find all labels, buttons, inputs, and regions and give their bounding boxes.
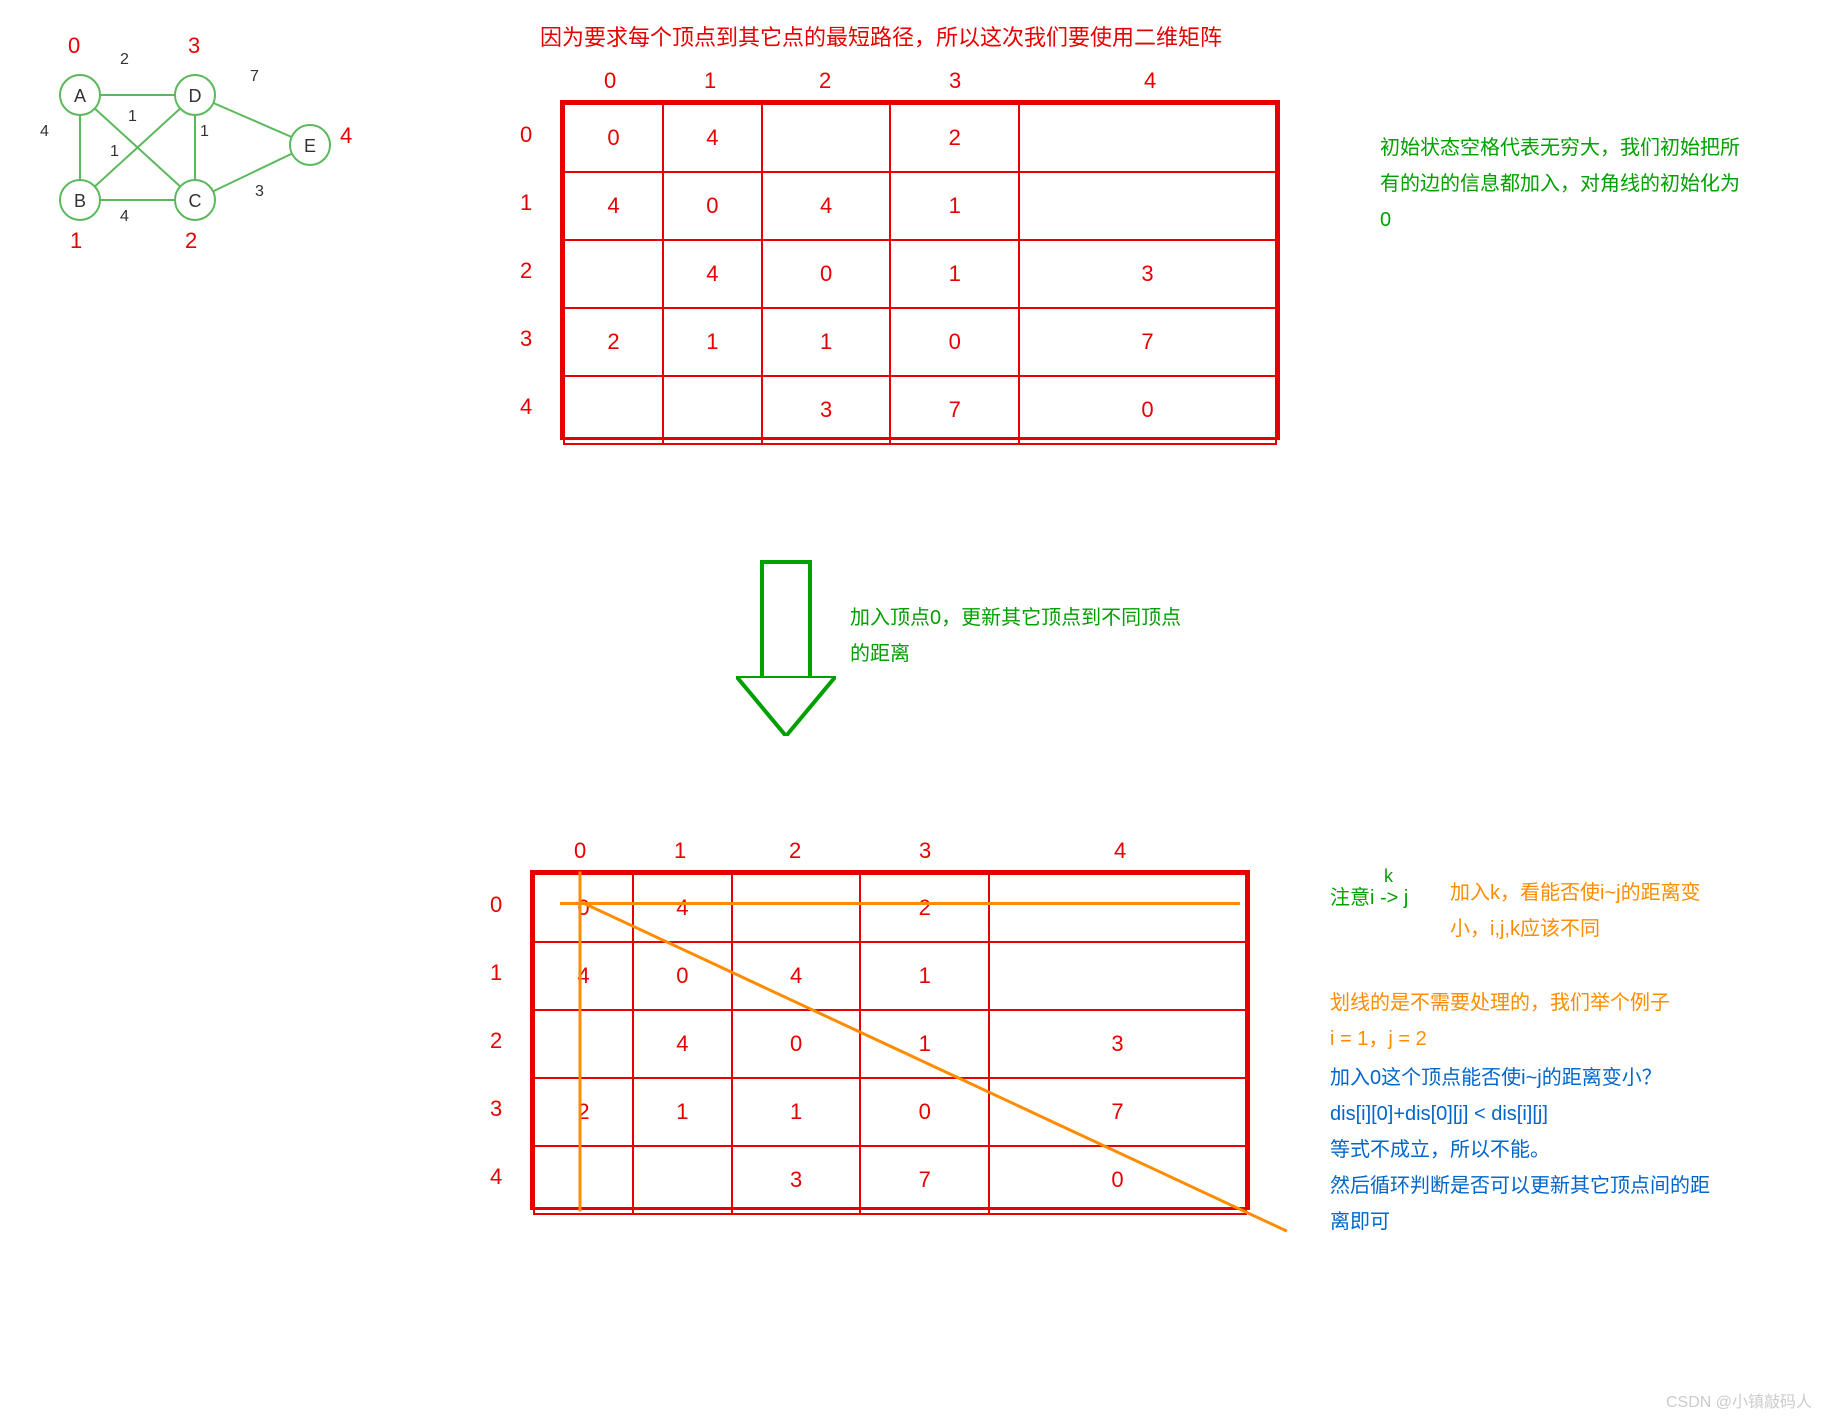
matrix-row-label: 4 <box>520 394 532 420</box>
matrix-cell: 1 <box>762 308 891 376</box>
matrix-cell <box>1019 172 1276 240</box>
matrix-cell: 7 <box>890 376 1019 444</box>
matrix-cell: 4 <box>762 172 891 240</box>
matrix-cell: 1 <box>732 1078 861 1146</box>
matrix-cell <box>663 376 762 444</box>
matrix-cell: 0 <box>1019 376 1276 444</box>
svg-text:0: 0 <box>68 33 80 58</box>
matrix-cell: 4 <box>663 104 762 172</box>
matrix-row-label: 4 <box>490 1164 502 1190</box>
matrix-col-label: 1 <box>704 68 716 94</box>
matrix-row-label: 0 <box>520 122 532 148</box>
svg-text:4: 4 <box>340 123 352 148</box>
matrix-cell: 4 <box>633 1010 732 1078</box>
note-explanation: 加入0这个顶点能否使i~j的距离变小？dis[i][0]+dis[0][j] <… <box>1330 1060 1710 1240</box>
matrix-col-label: 3 <box>919 838 931 864</box>
matrix-row-label: 1 <box>490 960 502 986</box>
matrix-cell: 4 <box>534 942 633 1010</box>
matrix-cell: 3 <box>762 376 891 444</box>
matrix-top: 0424041401321107370 <box>560 100 1280 440</box>
matrix-col-label: 1 <box>674 838 686 864</box>
matrix-cell: 1 <box>633 1078 732 1146</box>
svg-text:4: 4 <box>40 123 49 140</box>
matrix-col-label: 0 <box>574 838 586 864</box>
matrix-cell: 1 <box>860 1010 989 1078</box>
svg-text:3: 3 <box>255 183 264 200</box>
svg-text:1: 1 <box>200 123 209 140</box>
matrix-cell <box>633 1146 732 1214</box>
svg-text:2: 2 <box>120 51 129 68</box>
matrix-cell: 0 <box>564 104 663 172</box>
svg-text:4: 4 <box>120 208 129 225</box>
matrix-col-label: 2 <box>789 838 801 864</box>
matrix-row-label: 2 <box>520 258 532 284</box>
matrix-col-label: 0 <box>604 68 616 94</box>
matrix-cell <box>989 942 1246 1010</box>
matrix-cell <box>534 1146 633 1214</box>
matrix-cell <box>534 1010 633 1078</box>
note-i-k-j: 注意i -> jk <box>1330 880 1408 916</box>
matrix-col-label: 4 <box>1114 838 1126 864</box>
matrix-cell: 2 <box>564 308 663 376</box>
matrix-cell: 7 <box>860 1146 989 1214</box>
note-arrow: 加入顶点0，更新其它顶点到不同顶点的距离 <box>850 600 1181 672</box>
svg-text:E: E <box>304 136 316 156</box>
matrix-cell: 0 <box>732 1010 861 1078</box>
matrix-cell: 3 <box>989 1010 1246 1078</box>
matrix-cell: 1 <box>890 172 1019 240</box>
matrix-row-label: 0 <box>490 892 502 918</box>
svg-text:B: B <box>74 191 86 211</box>
svg-text:A: A <box>74 86 86 106</box>
matrix-row-label: 3 <box>520 326 532 352</box>
matrix-cell: 0 <box>762 240 891 308</box>
matrix-cell <box>564 240 663 308</box>
matrix-col-label: 3 <box>949 68 961 94</box>
matrix-cell <box>762 104 891 172</box>
matrix-cell: 0 <box>633 942 732 1010</box>
matrix-bottom: 0424041401321107370 <box>530 870 1250 1210</box>
matrix-cell: 3 <box>732 1146 861 1214</box>
page-title: 因为要求每个顶点到其它点的最短路径，所以这次我们要使用二维矩阵 <box>540 20 1222 52</box>
matrix-col-label: 2 <box>819 68 831 94</box>
matrix-cell: 4 <box>663 240 762 308</box>
matrix-cell: 0 <box>860 1078 989 1146</box>
matrix-cell <box>732 874 861 942</box>
watermark: CSDN @小镇敲码人 <box>1666 1388 1812 1412</box>
note-orange-2: 划线的是不需要处理的，我们举个例子i = 1，j = 2 <box>1330 985 1670 1057</box>
svg-text:1: 1 <box>128 108 137 125</box>
graph-diagram: 2 4 1 1 1 7 4 3 A 0 D 3 E 4 B 1 C 2 <box>0 0 380 280</box>
matrix-cell: 2 <box>890 104 1019 172</box>
svg-text:7: 7 <box>250 68 259 85</box>
matrix-cell: 2 <box>534 1078 633 1146</box>
matrix-cell: 4 <box>564 172 663 240</box>
svg-text:2: 2 <box>185 228 197 253</box>
matrix-cell: 0 <box>663 172 762 240</box>
svg-text:1: 1 <box>70 228 82 253</box>
matrix-cell: 2 <box>860 874 989 942</box>
matrix-col-label: 4 <box>1144 68 1156 94</box>
matrix-cell: 1 <box>860 942 989 1010</box>
matrix-cell <box>1019 104 1276 172</box>
matrix-cell: 1 <box>890 240 1019 308</box>
matrix-cell <box>989 874 1246 942</box>
matrix-row-label: 2 <box>490 1028 502 1054</box>
matrix-cell: 0 <box>534 874 633 942</box>
matrix-row-label: 3 <box>490 1096 502 1122</box>
matrix-row-label: 1 <box>520 190 532 216</box>
matrix-cell <box>564 376 663 444</box>
matrix-cell: 0 <box>989 1146 1246 1214</box>
matrix-cell: 3 <box>1019 240 1276 308</box>
svg-text:D: D <box>189 86 202 106</box>
svg-text:C: C <box>189 191 202 211</box>
matrix-cell: 0 <box>890 308 1019 376</box>
note-initial-state: 初始状态空格代表无穷大，我们初始把所有的边的信息都加入，对角线的初始化为0 <box>1380 130 1740 238</box>
matrix-cell: 1 <box>663 308 762 376</box>
note-orange-1: 加入k，看能否使i~j的距离变小，i,j,k应该不同 <box>1450 875 1701 947</box>
matrix-cell: 7 <box>1019 308 1276 376</box>
svg-text:1: 1 <box>110 143 119 160</box>
svg-text:3: 3 <box>188 33 200 58</box>
